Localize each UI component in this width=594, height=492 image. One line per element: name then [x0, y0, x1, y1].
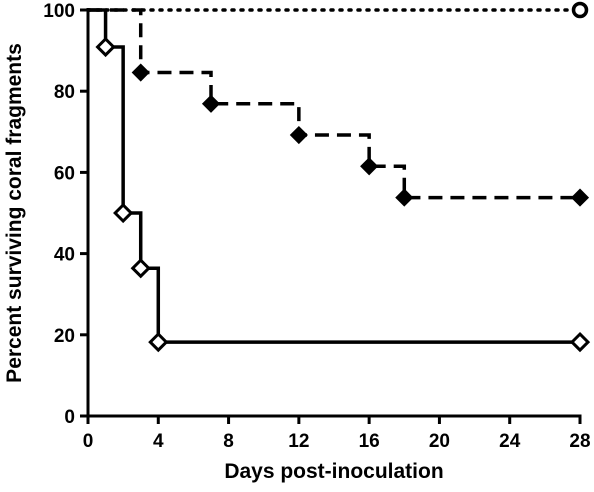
data-point-open-diamond	[130, 258, 151, 279]
x-tick-label: 24	[499, 431, 521, 452]
y-tick-label: 60	[54, 163, 75, 184]
data-point-filled-diamond	[131, 63, 150, 82]
y-tick-label: 40	[54, 245, 75, 266]
y-tick-label: 100	[43, 1, 75, 22]
x-tick-label: 16	[359, 431, 380, 452]
data-point-open-circle	[571, 1, 589, 19]
data-point-open-diamond	[95, 36, 116, 58]
y-tick-label: 0	[64, 407, 75, 428]
x-tick-label: 12	[288, 431, 309, 452]
data-point-open-diamond	[113, 202, 134, 224]
x-tick-label: 0	[83, 431, 94, 452]
series-solid	[88, 8, 591, 353]
y-tick-label: 80	[54, 82, 75, 103]
data-point-filled-diamond	[289, 125, 308, 145]
series-line	[88, 8, 580, 344]
x-ticks: 0 4 8 12 16 20 24 28	[83, 416, 591, 452]
data-point-filled-diamond	[360, 157, 379, 176]
series-group	[86, 1, 591, 353]
y-tick-label: 20	[54, 326, 75, 347]
axes	[86, 8, 582, 418]
x-tick-label: 20	[429, 431, 450, 452]
y-axis-title: Percent surviving coral fragments	[3, 43, 26, 383]
data-point-open-diamond	[148, 331, 169, 353]
data-point-filled-diamond	[570, 188, 590, 207]
y-ticks: 0 20 40 60 80 100	[43, 1, 88, 428]
series-dashed	[88, 8, 590, 207]
x-axis-title: Days post-inoculation	[224, 460, 443, 483]
series-dotted	[86, 1, 589, 19]
x-tick-label: 8	[223, 431, 234, 452]
data-point-filled-diamond	[395, 188, 414, 207]
data-point-filled-diamond	[201, 94, 221, 113]
data-point-open-diamond	[569, 331, 591, 353]
series-line	[88, 8, 580, 200]
x-tick-label: 4	[153, 431, 164, 452]
x-tick-label: 28	[569, 431, 590, 452]
